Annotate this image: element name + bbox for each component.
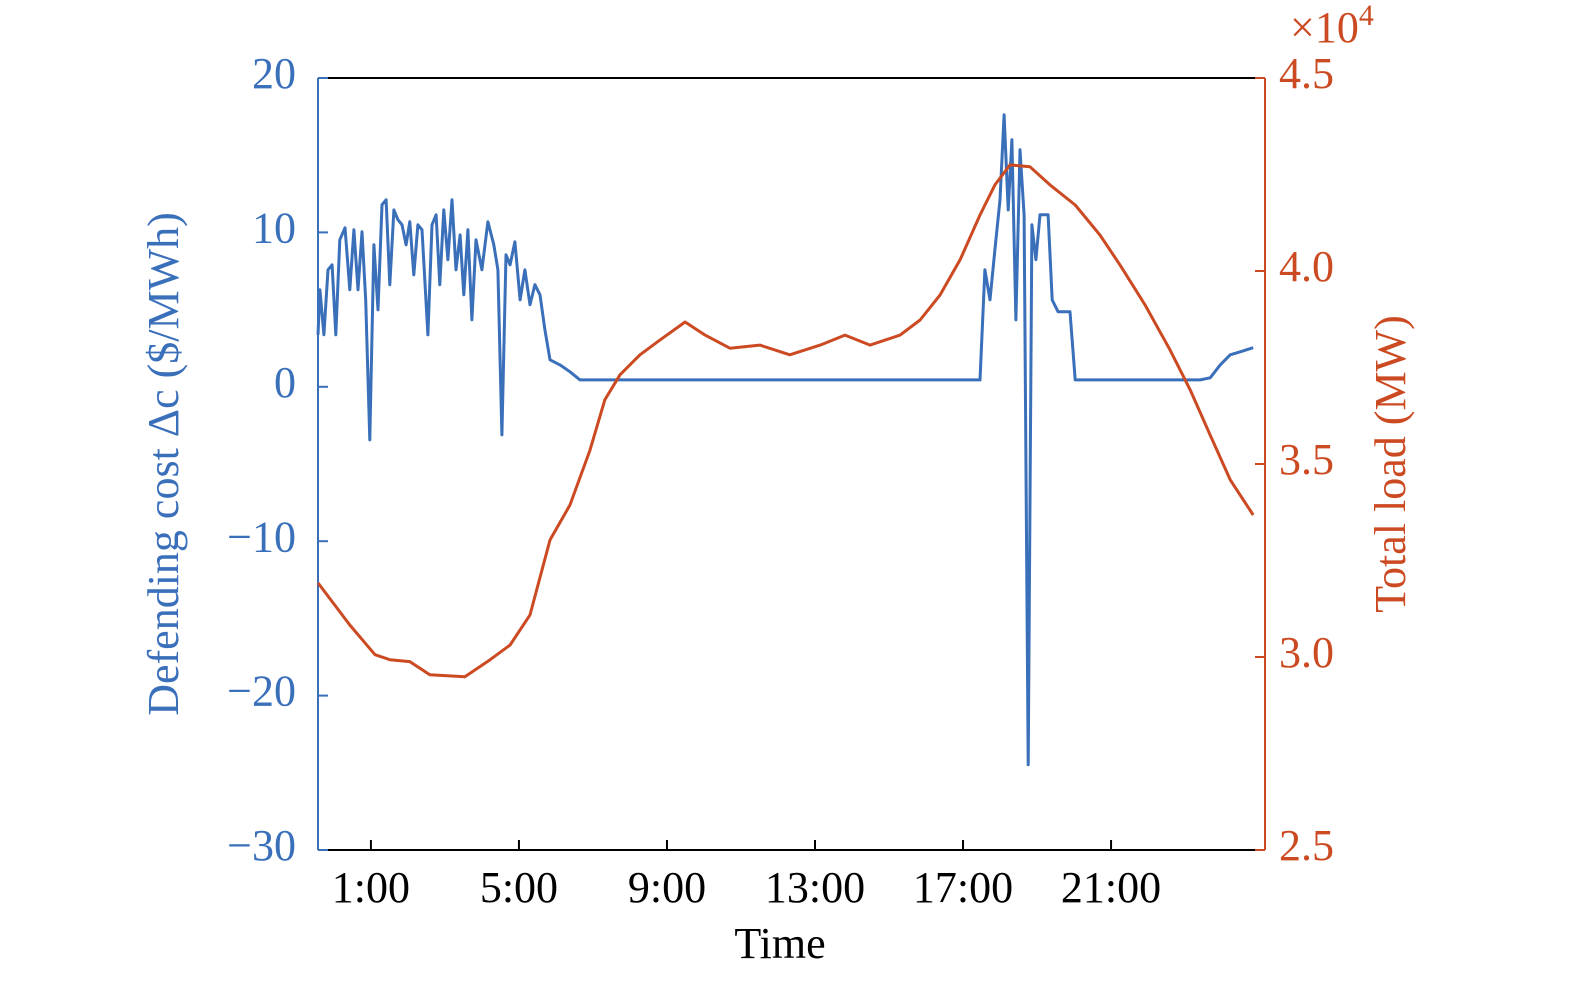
x-tick-label: 21:00	[1061, 863, 1161, 912]
y-tick-label: −30	[227, 821, 296, 870]
y-tick-label: 0	[274, 358, 296, 407]
y2-axis-title: Total load (MW)	[1366, 315, 1415, 613]
y2-tick-label: 3.5	[1279, 435, 1334, 484]
data-line	[316, 163, 1255, 679]
x-tick-label: 9:00	[628, 863, 706, 912]
y2-tick-label: 3.0	[1279, 628, 1334, 677]
x-tick-label: 13:00	[765, 863, 865, 912]
y-axis-title: Defending cost Δc ($/MWh)	[139, 212, 188, 716]
y2-multiplier-base: ×10	[1290, 3, 1359, 52]
data-line	[316, 113, 1254, 767]
y-tick-label: −10	[227, 512, 296, 561]
y-tick-label: −20	[227, 667, 296, 716]
y2-tick-label: 4.5	[1279, 49, 1334, 98]
y-tick-label: 10	[252, 203, 296, 252]
y2-multiplier: ×104	[1290, 0, 1374, 52]
x-tick-label: 5:00	[480, 863, 558, 912]
y2-multiplier-exponent: 4	[1359, 0, 1374, 32]
x-tick-label: 1:00	[332, 863, 410, 912]
x-axis-title: Time	[734, 919, 825, 968]
y-tick-label: 20	[252, 49, 296, 98]
y2-tick-label: 2.5	[1279, 821, 1334, 870]
y2-tick-label: 4.0	[1279, 242, 1334, 291]
x-tick-label: 17:00	[913, 863, 1013, 912]
